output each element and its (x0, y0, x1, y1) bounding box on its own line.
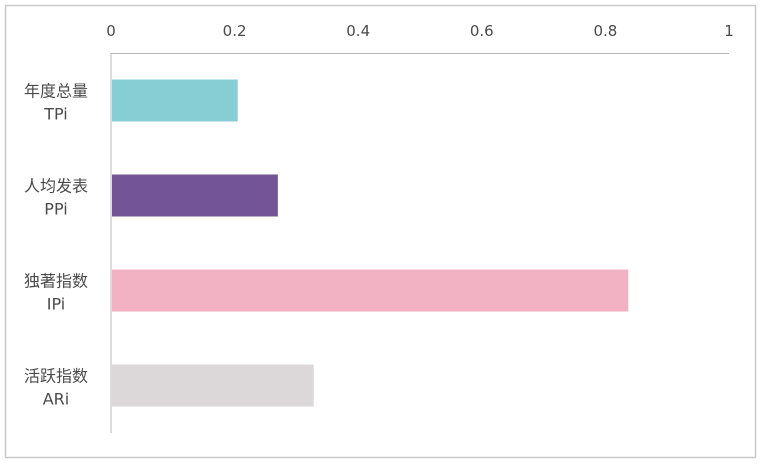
category-code-ari: ARi (43, 390, 70, 409)
category-code-ipi: IPi (47, 295, 65, 314)
bar-ppi (112, 174, 278, 217)
x-tick-label-1: 0.2 (223, 22, 247, 40)
category-code-ppi: PPi (44, 200, 67, 219)
bars (112, 79, 629, 407)
category-label-ppi: 人均发表 (24, 177, 88, 196)
category-code-tpi: TPi (43, 105, 68, 124)
x-tick-label-0: 0 (106, 22, 116, 40)
bar-tpi (112, 79, 238, 122)
x-tick-label-4: 0.8 (593, 22, 617, 40)
x-tick-labels: 0 0.2 0.4 0.6 0.8 1 (106, 22, 734, 40)
category-label-ari: 活跃指数 (24, 367, 88, 386)
x-tick-label-5: 1 (724, 22, 734, 40)
x-tick-label-2: 0.4 (346, 22, 370, 40)
category-label-tpi: 年度总量 (24, 82, 88, 101)
bar-ari (112, 364, 314, 407)
x-tick-label-3: 0.6 (470, 22, 494, 40)
category-label-ipi: 独著指数 (24, 272, 88, 291)
category-labels: 年度总量 TPi 人均发表 PPi 独著指数 IPi 活跃指数 ARi (24, 82, 88, 409)
bar-ipi (112, 269, 629, 312)
